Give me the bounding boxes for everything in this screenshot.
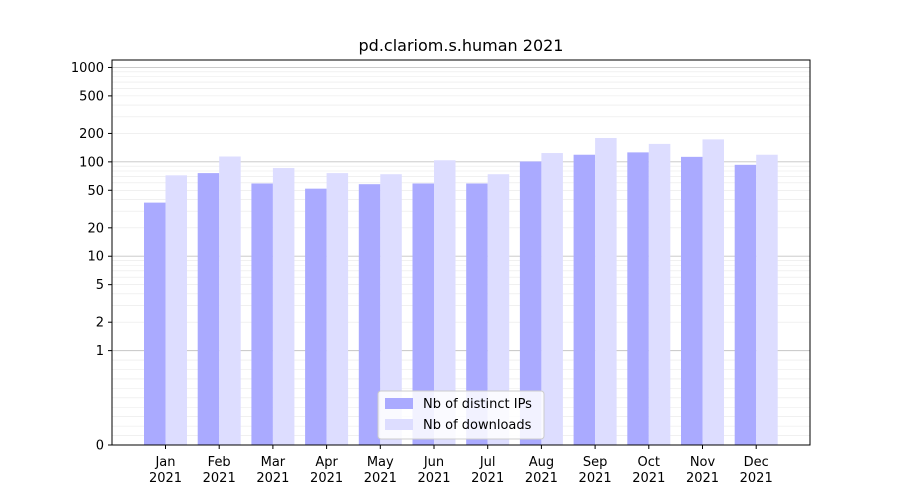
x-tick-label-year: 2021 — [632, 471, 665, 486]
x-tick-label-year: 2021 — [417, 471, 450, 486]
bar-distinct-ips-feb — [197, 173, 220, 446]
x-tick-label-month: Jul — [479, 455, 496, 470]
bar-downloads-jul — [487, 174, 510, 445]
x-tick-label-month: Sep — [583, 455, 608, 470]
x-tick-label-year: 2021 — [203, 471, 236, 486]
x-tick-label-month: May — [367, 455, 394, 470]
bar-downloads-sep — [595, 137, 617, 446]
legend-swatch-downloads — [385, 419, 413, 430]
x-tick-label-month: Oct — [638, 455, 660, 470]
bar-downloads-may — [380, 174, 402, 445]
y-tick-label: 2 — [96, 316, 104, 331]
bars — [144, 137, 778, 446]
y-tick-label: 1000 — [71, 61, 104, 76]
bar-downloads-nov — [702, 139, 724, 445]
legend-label-downloads: Nb of downloads — [423, 418, 532, 433]
bar-downloads-feb — [219, 156, 241, 445]
bar-downloads-aug — [541, 153, 563, 445]
y-tick-label: 1 — [96, 344, 104, 359]
y-tick-label: 50 — [87, 184, 104, 199]
bar-distinct-ips-mar — [251, 183, 273, 446]
x-tick-label-year: 2021 — [310, 471, 343, 486]
chart-title: pd.clariom.s.human 2021 — [359, 36, 564, 55]
x-tick-label-month: Jan — [154, 455, 175, 470]
bar-distinct-ips-sep — [573, 154, 596, 445]
x-tick-label-year: 2021 — [364, 471, 397, 486]
legend-box — [377, 390, 545, 440]
bar-distinct-ips-nov — [681, 156, 703, 445]
x-tick-label-month: Feb — [208, 455, 231, 470]
bar-downloads-mar — [272, 168, 295, 445]
bar-distinct-ips-aug — [519, 161, 542, 445]
x-tick-label-year: 2021 — [256, 471, 289, 486]
x-tick-label-year: 2021 — [149, 471, 182, 486]
y-tick-label: 20 — [87, 221, 104, 236]
x-tick-label-year: 2021 — [525, 471, 558, 486]
x-tick-label-year: 2021 — [686, 471, 719, 486]
x-tick-label-month: Jun — [423, 455, 444, 470]
bar-distinct-ips-dec — [734, 164, 757, 445]
x-tick-label-month: Apr — [315, 455, 338, 470]
y-tick-label: 10 — [87, 250, 104, 265]
bar-distinct-ips-jul — [466, 183, 488, 446]
x-tick-label-month: Aug — [529, 455, 554, 470]
x-axis: Jan2021Feb2021Mar2021Apr2021May2021Jun20… — [149, 445, 773, 486]
bar-distinct-ips-may — [358, 184, 381, 445]
y-tick-label: 100 — [79, 155, 104, 170]
y-tick-label: 200 — [79, 127, 104, 142]
y-tick-label: 500 — [79, 89, 104, 104]
bar-distinct-ips-apr — [305, 188, 327, 445]
x-tick-label-month: Mar — [261, 455, 286, 470]
x-tick-label-year: 2021 — [579, 471, 612, 486]
bar-distinct-ips-jun — [412, 183, 434, 446]
bar-downloads-oct — [648, 143, 671, 445]
y-axis: 0 1 2 5 10 20 50 100 200 500 1000 — [71, 61, 112, 454]
x-tick-label-year: 2021 — [471, 471, 504, 486]
bar-distinct-ips-jan — [144, 202, 166, 445]
y-tick-label: 5 — [96, 278, 104, 293]
x-tick-label-month: Nov — [690, 455, 716, 470]
y-tick-label: 0 — [96, 439, 104, 454]
x-tick-label-month: Dec — [744, 455, 769, 470]
bar-downloads-apr — [326, 173, 349, 446]
legend-swatch-ips — [385, 398, 413, 409]
x-tick-label-year: 2021 — [740, 471, 773, 486]
bar-downloads-dec — [756, 154, 778, 445]
legend-label-ips: Nb of distinct IPs — [423, 397, 532, 412]
legend: Nb of distinct IPs Nb of downloads — [377, 390, 545, 440]
bar-distinct-ips-oct — [627, 152, 649, 445]
bar-downloads-jun — [434, 160, 456, 445]
bar-downloads-jan — [165, 175, 187, 446]
plot-frame — [111, 59, 811, 446]
